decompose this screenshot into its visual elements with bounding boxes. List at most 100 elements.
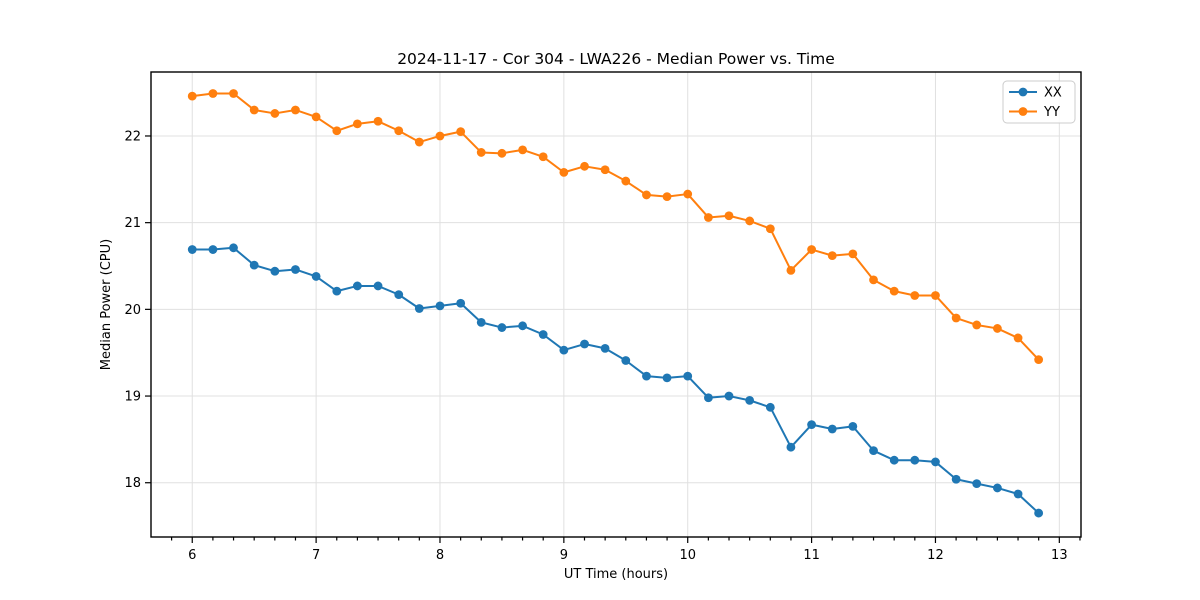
data-point-marker bbox=[827, 424, 837, 434]
x-tick-label: 10 bbox=[679, 548, 696, 563]
grid-layer bbox=[151, 72, 1081, 537]
data-point-marker bbox=[992, 483, 1002, 493]
data-point-marker bbox=[270, 109, 280, 118]
y-tick-label: 19 bbox=[124, 390, 141, 405]
legend-entry-XX: XX bbox=[1009, 86, 1062, 101]
data-point-marker bbox=[848, 421, 858, 431]
legend-marker bbox=[1018, 107, 1028, 116]
chart-title: 2024-11-17 - Cor 304 - LWA226 - Median P… bbox=[397, 50, 835, 68]
data-point-marker bbox=[807, 245, 816, 254]
legend-label: YY bbox=[1043, 105, 1060, 120]
legend: XX YY bbox=[1002, 80, 1076, 124]
data-point-marker bbox=[662, 192, 672, 202]
data-point-marker bbox=[972, 320, 982, 330]
data-point-marker bbox=[291, 265, 300, 274]
data-point-marker bbox=[683, 371, 693, 381]
data-point-marker bbox=[249, 105, 259, 115]
data-point-marker bbox=[414, 137, 424, 147]
data-point-marker bbox=[187, 91, 197, 101]
data-point-marker bbox=[972, 479, 982, 488]
x-tick-label: 11 bbox=[803, 548, 820, 563]
x-axis-label: UT Time (hours) bbox=[564, 567, 668, 582]
data-point-marker bbox=[476, 148, 486, 157]
data-point-marker bbox=[394, 126, 404, 136]
data-point-marker bbox=[559, 345, 569, 355]
data-point-marker bbox=[848, 249, 858, 259]
data-point-marker bbox=[291, 105, 300, 115]
x-tick-label: 7 bbox=[312, 548, 320, 563]
data-point-marker bbox=[559, 167, 569, 177]
data-point-marker bbox=[724, 211, 734, 221]
data-point-marker bbox=[869, 275, 878, 285]
data-point-marker bbox=[951, 474, 961, 484]
x-tick-label: 9 bbox=[560, 548, 568, 563]
data-point-marker bbox=[229, 243, 238, 253]
data-point-marker bbox=[724, 391, 734, 401]
series-YY bbox=[187, 89, 1044, 365]
legend-entry-YY: YY bbox=[1009, 105, 1060, 120]
data-point-marker bbox=[1013, 489, 1023, 499]
data-point-marker bbox=[373, 116, 383, 126]
data-point-marker bbox=[229, 89, 238, 98]
data-point-marker bbox=[931, 291, 940, 300]
data-point-marker bbox=[910, 455, 920, 465]
data-point-marker bbox=[745, 395, 755, 405]
y-axis-label: Median Power (CPU) bbox=[99, 239, 114, 370]
data-point-marker bbox=[456, 127, 466, 137]
data-point-marker bbox=[600, 165, 610, 175]
series-XX bbox=[187, 243, 1044, 518]
data-point-marker bbox=[332, 286, 342, 296]
axes-layer: 6 7 8 9 10 11 12 13 18 19 20 21 22 bbox=[124, 129, 1081, 563]
data-point-marker bbox=[456, 298, 466, 308]
data-point-marker bbox=[786, 442, 796, 452]
data-point-marker bbox=[786, 265, 796, 275]
data-point-marker bbox=[704, 393, 713, 403]
data-point-marker bbox=[1034, 355, 1044, 365]
data-point-marker bbox=[869, 446, 878, 456]
data-point-marker bbox=[910, 291, 920, 300]
data-point-marker bbox=[476, 317, 486, 327]
data-point-marker bbox=[497, 148, 507, 158]
data-point-marker bbox=[765, 402, 775, 412]
y-tick-label: 20 bbox=[124, 303, 141, 318]
data-point-marker bbox=[827, 251, 837, 261]
data-point-marker bbox=[414, 304, 424, 313]
data-point-marker bbox=[311, 112, 321, 122]
data-point-marker bbox=[435, 301, 445, 311]
legend-box bbox=[1002, 80, 1076, 124]
series-layer bbox=[187, 89, 1044, 518]
data-point-marker bbox=[889, 455, 899, 465]
data-point-marker bbox=[1013, 333, 1023, 343]
data-point-marker bbox=[435, 131, 445, 141]
data-point-marker bbox=[704, 213, 713, 222]
data-point-marker bbox=[662, 373, 672, 383]
data-point-marker bbox=[249, 260, 259, 270]
data-point-marker bbox=[270, 266, 280, 276]
data-point-marker bbox=[373, 281, 383, 291]
data-point-marker bbox=[187, 245, 197, 254]
data-point-marker bbox=[807, 420, 816, 430]
data-point-marker bbox=[311, 272, 321, 281]
x-tick-label: 12 bbox=[927, 548, 944, 563]
data-point-marker bbox=[621, 356, 631, 365]
data-point-marker bbox=[992, 324, 1002, 333]
data-point-marker bbox=[208, 89, 218, 98]
data-point-marker bbox=[745, 216, 755, 226]
data-point-marker bbox=[208, 245, 218, 254]
data-point-marker bbox=[931, 457, 940, 467]
y-tick-label: 22 bbox=[124, 129, 141, 144]
data-point-marker bbox=[538, 152, 548, 162]
data-point-marker bbox=[683, 189, 693, 199]
plot-frame bbox=[150, 71, 1082, 538]
y-tick-label: 18 bbox=[124, 476, 141, 491]
legend-marker bbox=[1018, 87, 1028, 97]
data-point-marker bbox=[600, 343, 610, 353]
series-line-YY bbox=[191, 92, 1040, 361]
data-point-marker bbox=[889, 286, 899, 296]
x-tick-label: 8 bbox=[436, 548, 444, 563]
legend-label: XX bbox=[1044, 86, 1062, 101]
series-line-XX bbox=[191, 246, 1040, 515]
data-point-marker bbox=[497, 323, 507, 332]
